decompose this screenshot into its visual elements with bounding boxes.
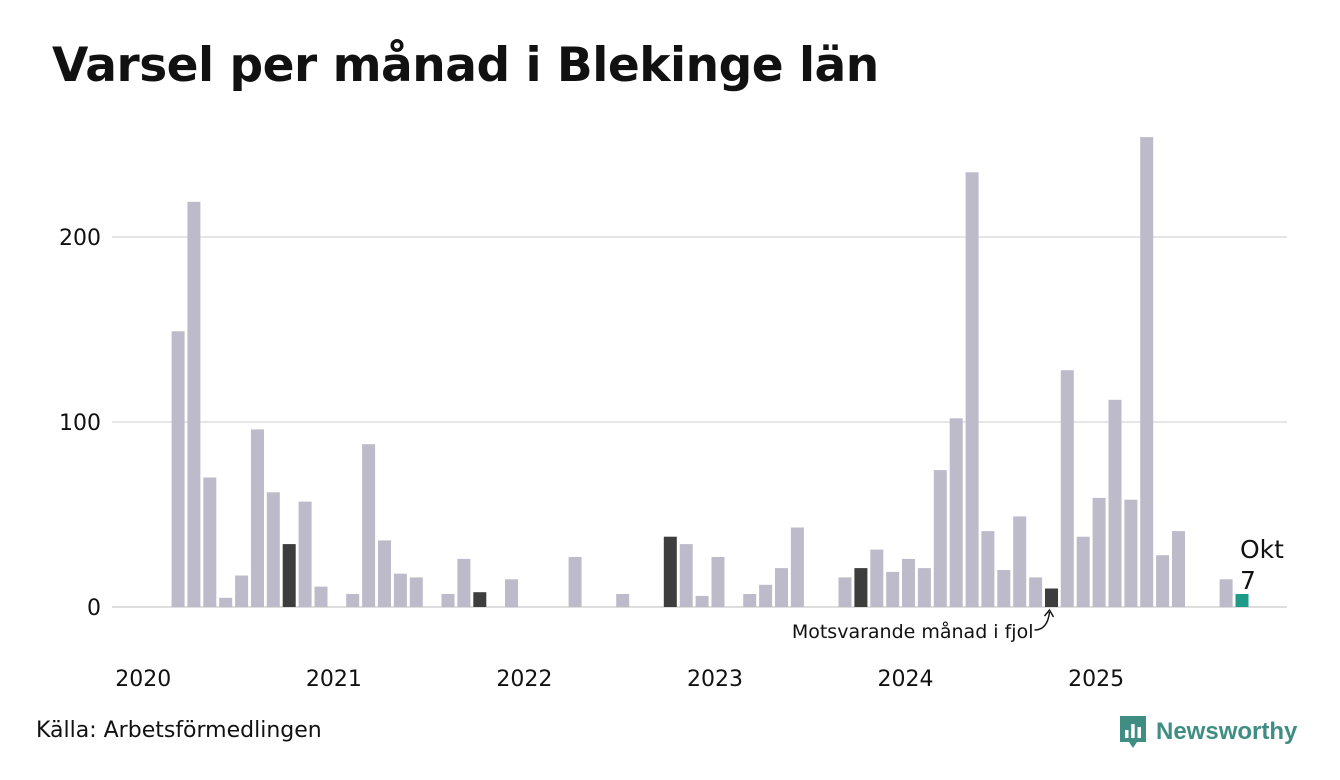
bar-46 (870, 549, 884, 607)
bar-61 (1108, 399, 1122, 607)
bar-52 (965, 172, 979, 608)
bar-same-month-21 (473, 592, 487, 607)
y-tick-label-200: 200 (59, 226, 101, 251)
bar-same-month-45 (854, 568, 868, 607)
bar-4 (203, 477, 217, 607)
bar-60 (1092, 497, 1106, 607)
bar-2 (171, 331, 185, 607)
bar-53 (981, 531, 995, 607)
annotation-group: Motsvarande månad i fjol (792, 608, 1055, 643)
bar-54 (997, 570, 1011, 607)
bar-41 (790, 527, 804, 607)
current-month-label: Okt (1240, 535, 1284, 564)
bar-23 (505, 579, 518, 608)
bar-44 (838, 577, 852, 607)
bar-6 (235, 575, 249, 607)
x-year-label-2020: 2020 (115, 667, 171, 692)
x-year-label-2023: 2023 (687, 667, 743, 692)
bar-49 (917, 568, 931, 607)
bar-same-month-9 (282, 544, 296, 607)
annotation-same-month-text: Motsvarande månad i fjol (792, 620, 1034, 643)
bar-63 (1140, 137, 1154, 607)
bar-68 (1219, 579, 1233, 608)
bar-19 (441, 594, 455, 607)
bar-34 (679, 544, 693, 607)
bar-chart: 0 100 200 2020 2021 2022 2023 2024 2025 Motsvar… (59, 137, 1287, 692)
bar-58 (1060, 370, 1074, 607)
bar-20 (457, 558, 471, 607)
bar-same-month-57 (1045, 588, 1058, 607)
bar-3 (187, 201, 201, 608)
annotation-arrow (1034, 608, 1055, 631)
bar-55 (1013, 516, 1027, 607)
brand-logo: Newsworthy (1118, 714, 1297, 750)
source-text: Källa: Arbetsförmedlingen (36, 718, 322, 743)
bar-same-month-33 (663, 536, 677, 607)
bar-7 (251, 429, 264, 607)
bar-62 (1124, 499, 1138, 607)
bar-13 (346, 594, 360, 607)
chart-title: Varsel per månad i Blekinge län (52, 38, 879, 93)
bar-50 (933, 470, 947, 607)
x-year-label-2025: 2025 (1068, 667, 1124, 692)
bar-36 (711, 557, 725, 607)
bar-14 (362, 444, 376, 607)
bar-38 (743, 594, 757, 607)
bars (171, 137, 1249, 608)
bar-64 (1156, 555, 1170, 607)
bar-65 (1172, 531, 1185, 607)
bar-56 (1029, 577, 1043, 607)
x-year-label-2022: 2022 (496, 667, 552, 692)
x-year-label-2021: 2021 (306, 667, 362, 692)
y-axis-ticks: 0 100 200 (59, 226, 101, 621)
bar-39 (759, 584, 773, 607)
y-tick-label-0: 0 (87, 596, 101, 621)
bar-48 (902, 558, 915, 607)
bar-11 (314, 586, 328, 607)
bar-15 (378, 540, 391, 607)
bar-51 (949, 418, 963, 607)
newsworthy-logo-icon (1120, 716, 1146, 748)
brand-name: Newsworthy (1156, 718, 1298, 745)
bar-17 (409, 577, 423, 607)
bar-35 (695, 595, 709, 607)
y-tick-label-100: 100 (59, 411, 101, 436)
bar-27 (568, 557, 582, 607)
bar-10 (298, 501, 312, 607)
x-year-label-2024: 2024 (878, 667, 934, 692)
bar-30 (616, 594, 630, 607)
bar-16 (393, 573, 407, 607)
bar-5 (219, 597, 233, 608)
bar-47 (886, 571, 900, 607)
bar-8 (266, 492, 280, 607)
bar-current-69 (1235, 594, 1249, 607)
bar-59 (1076, 536, 1090, 607)
x-axis-year-labels: 2020 2021 2022 2023 2024 2025 (115, 667, 1124, 692)
current-month-value: 7 (1240, 566, 1256, 595)
bar-40 (775, 568, 788, 607)
